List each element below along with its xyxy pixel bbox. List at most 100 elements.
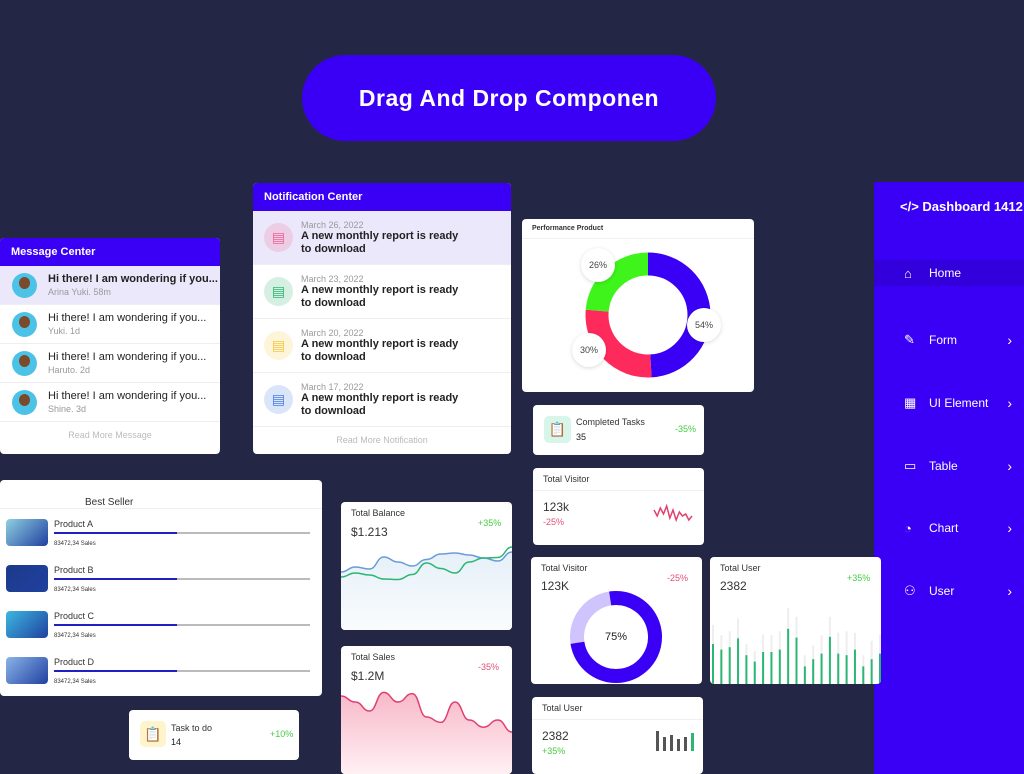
product-sales: 83472,34 Sales <box>54 587 96 593</box>
grid-icon: ▦ <box>904 395 917 410</box>
report-icon: ▤ <box>264 277 293 306</box>
message-meta: Arina Yuki. 58m <box>48 287 111 297</box>
user-bar <box>837 653 840 684</box>
product-name: Product B <box>54 565 94 575</box>
completed-tasks-card: 📋 Completed Tasks 35 -35% <box>533 405 704 455</box>
message-item[interactable]: Hi there! I am wondering if you... Yuki. … <box>0 305 220 344</box>
total-visitor-mini-card: Total Visitor 123k -25% <box>533 468 704 545</box>
user-bar <box>795 637 798 684</box>
product-row[interactable]: Product D 83472,34 Sales <box>6 657 311 696</box>
message-item[interactable]: Hi there! I am wondering if you... Shine.… <box>0 383 220 422</box>
message-meta: Haruto. 2d <box>48 365 91 375</box>
message-item[interactable]: Hi there! I am wondering if you... Haruto… <box>0 344 220 383</box>
label-30: 30% <box>572 333 606 367</box>
users-icon: ⚇ <box>904 583 916 598</box>
message-center-title: Message Center <box>0 238 220 266</box>
mini-bar <box>691 733 694 751</box>
sidebar-item-label: UI Element <box>929 396 989 410</box>
product-sales: 83472,34 Sales <box>54 679 96 685</box>
total-user-mini-card: Total User 2382 +35% <box>532 697 703 774</box>
notification-item[interactable]: ▤ March 17, 2022 A new monthly report is r… <box>253 373 511 427</box>
sales-area-chart <box>341 691 512 774</box>
sidebar-item-chart[interactable]: ◔ Chart › <box>874 515 1024 541</box>
product-progress <box>54 624 310 626</box>
product-row[interactable]: Product A 83472,34 Sales <box>6 519 311 559</box>
task-todo-value: 14 <box>171 737 182 747</box>
notification-center-card: Notification Center ▤ March 26, 2022 A new… <box>253 183 511 454</box>
sidebar-item-table[interactable]: ▭ Table › <box>874 453 1024 479</box>
product-image <box>6 565 48 592</box>
visitor-sparkline-path <box>653 503 693 523</box>
notification-item[interactable]: ▤ March 20, 2022 A new monthly report is r… <box>253 319 511 373</box>
user-bar <box>737 638 740 684</box>
read-more-message-link[interactable]: Read More Message <box>68 430 152 440</box>
avatar <box>12 272 37 298</box>
user-bar <box>862 666 865 684</box>
user-bar <box>845 655 848 684</box>
message-meta: Shine. 3d <box>48 404 87 414</box>
user-bar <box>712 644 714 684</box>
label-54: 54% <box>687 308 721 342</box>
report-icon: ▤ <box>264 385 293 414</box>
total-user-label: Total User <box>720 563 761 573</box>
report-icon: ▤ <box>264 223 293 252</box>
balance-area <box>341 552 512 630</box>
balance-line-chart <box>341 546 512 630</box>
chevron-right-icon: › <box>1007 520 1012 536</box>
mini-bar <box>677 739 680 751</box>
sidebar-item-home[interactable]: ⌂ Home <box>874 260 1024 286</box>
notification-date: March 23, 2022 <box>301 273 364 284</box>
notification-item[interactable]: ▤ March 26, 2022 A new monthly report is r… <box>253 211 511 265</box>
total-balance-card: Total Balance $1.213 +35% <box>341 502 512 630</box>
message-text: Hi there! I am wondering if you... <box>48 390 207 402</box>
notification-text: A new monthly report is ready to downloa… <box>301 391 459 417</box>
sidebar: </> Dashboard 1412 ⌂ Home ✎ Form › ▦ UI Elemen… <box>874 182 1024 774</box>
performance-donut-chart <box>585 252 711 378</box>
product-name: Product D <box>54 657 95 667</box>
user-mini-bars <box>656 731 694 751</box>
clipboard-icon: 📋 <box>544 416 571 443</box>
product-sales: 83472,34 Sales <box>54 633 96 639</box>
sidebar-brand[interactable]: </> Dashboard 1412 <box>900 199 1023 214</box>
product-progress <box>54 578 310 580</box>
product-name: Product C <box>54 611 95 621</box>
sidebar-item-user[interactable]: ⚇ User › <box>874 578 1024 604</box>
total-sales-change: -35% <box>478 662 500 672</box>
total-sales-label: Total Sales <box>351 652 396 662</box>
user-bar <box>762 652 765 684</box>
message-item[interactable]: Hi there! I am wondering if you... Arina … <box>0 266 220 305</box>
notification-item[interactable]: ▤ March 23, 2022 A new monthly report is r… <box>253 265 511 319</box>
product-row[interactable]: Product B 83472,34 Sales <box>6 565 311 605</box>
message-text: Hi there! I am wondering if you... <box>48 273 218 285</box>
product-row[interactable]: Product C 83472,34 Sales <box>6 611 311 651</box>
total-visitor-mini-change: -25% <box>543 517 565 527</box>
total-visitor-donut-card: Total Visitor 123K -25% 75% <box>531 557 702 684</box>
sidebar-item-label: Home <box>929 266 962 280</box>
total-balance-label: Total Balance <box>351 508 406 518</box>
total-user-mini-label: Total User <box>532 697 703 720</box>
total-visitor-label: Total Visitor <box>541 563 588 573</box>
notification-date: March 17, 2022 <box>301 381 364 392</box>
total-sales-card: Total Sales $1.2M -35% <box>341 646 512 774</box>
user-bar <box>778 649 781 684</box>
sidebar-item-label: Form <box>929 333 957 347</box>
donut-slice <box>585 309 652 378</box>
drag-drop-banner[interactable]: Drag And Drop Componen <box>302 55 716 141</box>
sidebar-item-ui-element[interactable]: ▦ UI Element › <box>874 390 1024 416</box>
message-text: Hi there! I am wondering if you... <box>48 312 207 324</box>
task-todo-card: 📋 Task to do 14 +10% <box>129 710 299 760</box>
total-visitor-change: -25% <box>667 573 689 583</box>
total-visitor-mini-value: 123k <box>543 500 570 514</box>
read-more-notification-link[interactable]: Read More Notification <box>336 435 428 445</box>
avatar <box>12 350 37 376</box>
user-bar <box>787 628 790 684</box>
completed-tasks-change: -35% <box>675 424 697 434</box>
best-seller-card: Best Seller Product A 83472,34 Sales Produ… <box>0 480 322 696</box>
sidebar-item-form[interactable]: ✎ Form › <box>874 327 1024 353</box>
user-bar <box>853 649 856 684</box>
user-bar <box>745 655 748 684</box>
edit-icon: ✎ <box>904 332 915 347</box>
best-seller-title: Best Seller <box>85 497 134 508</box>
total-sales-value: $1.2M <box>351 669 385 683</box>
notification-date: March 20, 2022 <box>301 327 364 338</box>
